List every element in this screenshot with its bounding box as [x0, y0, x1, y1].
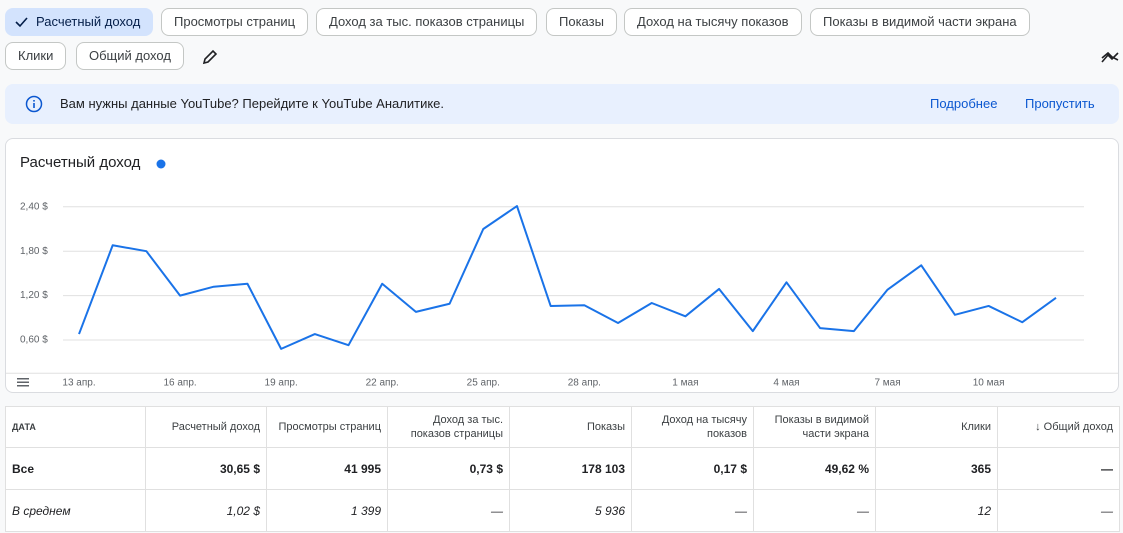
column-header-text: Доход на тысячу показов — [661, 414, 747, 440]
table-cell: В среднем — [5, 489, 146, 532]
data-table: ДАТА Расчетный доход Просмотры страниц Дохо… — [5, 406, 1120, 532]
x-tick-label: 4 мая — [773, 378, 799, 389]
series-line — [78, 205, 1057, 350]
chart-toggle-icon[interactable] — [1100, 50, 1120, 66]
column-header: ДАТА — [5, 406, 146, 448]
x-tick-label: 7 мая — [874, 378, 900, 389]
x-tick-label: 16 апр. — [163, 378, 196, 389]
table-row: Все 30,65 $41 995 0,73 $178 103 0,17 $49,62… — [5, 447, 1120, 490]
table-cell: 49,62 % — [753, 447, 876, 490]
chip-label: Расчетный доход — [36, 14, 141, 29]
chip-label: Доход за тыс. показов страницы — [329, 14, 525, 29]
y-tick-label: 2,40 $ — [20, 201, 48, 212]
x-tick-label: 22 апр. — [366, 378, 399, 389]
table-cell: — — [997, 489, 1120, 532]
metric-chip[interactable]: Доход за тыс. показов страницы — [316, 8, 538, 36]
chip-label: Общий доход — [89, 48, 171, 63]
table-cell: 178 103 — [509, 447, 632, 490]
table-cell: Все — [5, 447, 146, 490]
table-cell: — — [631, 489, 754, 532]
column-header[interactable]: Доход на тысячу показов — [631, 406, 754, 448]
edit-icon[interactable] — [200, 47, 220, 67]
table-cell: 0,73 $ — [387, 447, 510, 490]
table-cell: — — [997, 447, 1120, 490]
column-header[interactable]: Расчетный доход — [145, 406, 267, 448]
info-icon — [25, 95, 43, 113]
legend-dot — [156, 159, 166, 169]
column-header[interactable]: Показы — [509, 406, 632, 448]
column-header[interactable]: Просмотры страниц — [266, 406, 388, 448]
table-cell: 0,17 $ — [631, 447, 754, 490]
menu-icon[interactable] — [17, 378, 29, 387]
chip-label: Клики — [18, 48, 54, 63]
chart-card: Расчетный доход 0,60 $ 1,20 $ 1,80 $ 2,40 $… — [5, 138, 1119, 393]
skip-link[interactable]: Пропустить — [1025, 96, 1095, 111]
x-tick-label: 1 мая — [672, 378, 698, 389]
chip-label: Показы — [559, 14, 604, 29]
y-tick-label: 0,60 $ — [20, 335, 48, 346]
x-tick-label: 28 апр. — [568, 378, 601, 389]
metric-chip[interactable]: Общий доход — [76, 42, 184, 70]
chip-label: Доход на тысячу показов — [637, 14, 789, 29]
chip-label: Просмотры страниц — [174, 14, 296, 29]
check-icon — [15, 17, 28, 28]
table-row: В среднем 1,02 $1 399—5 936— —12— — [5, 489, 1120, 532]
chip-label: Показы в видимой части экрана — [823, 14, 1017, 29]
column-header[interactable]: Показы в видимой части экрана — [753, 406, 876, 448]
column-header-text: Расчетный доход — [171, 421, 260, 433]
metric-chip[interactable]: Просмотры страниц — [161, 8, 309, 36]
column-header-text: Клики — [961, 421, 991, 433]
column-header[interactable]: ↓ Общий доход — [997, 406, 1120, 448]
x-tick-label: 19 апр. — [265, 378, 298, 389]
table-cell: — — [753, 489, 876, 532]
banner-text: Вам нужны данные YouTube? Перейдите к Yo… — [60, 96, 445, 111]
column-header[interactable]: Доход за тыс. показов страницы — [387, 406, 510, 448]
y-tick-label: 1,20 $ — [20, 290, 48, 301]
chart: Расчетный доход 0,60 $ 1,20 $ 1,80 $ 2,40 $… — [6, 154, 1118, 389]
metric-chip[interactable]: Расчетный доход — [5, 8, 154, 36]
column-header[interactable]: Клики — [875, 406, 998, 448]
table-cell: 1 399 — [266, 489, 388, 532]
x-tick-label: 13 апр. — [62, 378, 95, 389]
column-header-text: Просмотры страниц — [278, 421, 382, 433]
y-tick-label: 1,80 $ — [20, 246, 48, 257]
metric-chip[interactable]: Показы в видимой части экрана — [810, 8, 1030, 36]
table-cell: 12 — [875, 489, 998, 532]
column-header-text: ДАТА — [12, 422, 36, 432]
info-banner: Вам нужны данные YouTube? Перейдите к Yo… — [5, 84, 1119, 124]
table-cell: — — [387, 489, 510, 532]
metric-chip[interactable]: Показы — [546, 8, 617, 36]
more-link[interactable]: Подробнее — [930, 96, 998, 111]
metric-chip[interactable]: Доход на тысячу показов — [624, 8, 802, 36]
column-header-text: Общий доход — [1043, 421, 1113, 433]
table-cell: 30,65 $ — [145, 447, 267, 490]
column-header-text: Показы в видимой части экрана — [774, 414, 869, 440]
column-header-text: Доход за тыс. показов страницы — [410, 414, 503, 440]
column-header-text: Показы — [586, 421, 625, 433]
x-tick-label: 25 апр. — [467, 378, 500, 389]
sort-arrow: ↓ — [1035, 421, 1044, 433]
table-cell: 1,02 $ — [145, 489, 267, 532]
table-cell: 5 936 — [509, 489, 632, 532]
metric-chip[interactable]: Клики — [5, 42, 67, 70]
table-cell: 41 995 — [266, 447, 388, 490]
x-tick-label: 10 мая — [973, 378, 1005, 389]
table-cell: 365 — [875, 447, 998, 490]
chart-title: Расчетный доход — [20, 154, 141, 171]
